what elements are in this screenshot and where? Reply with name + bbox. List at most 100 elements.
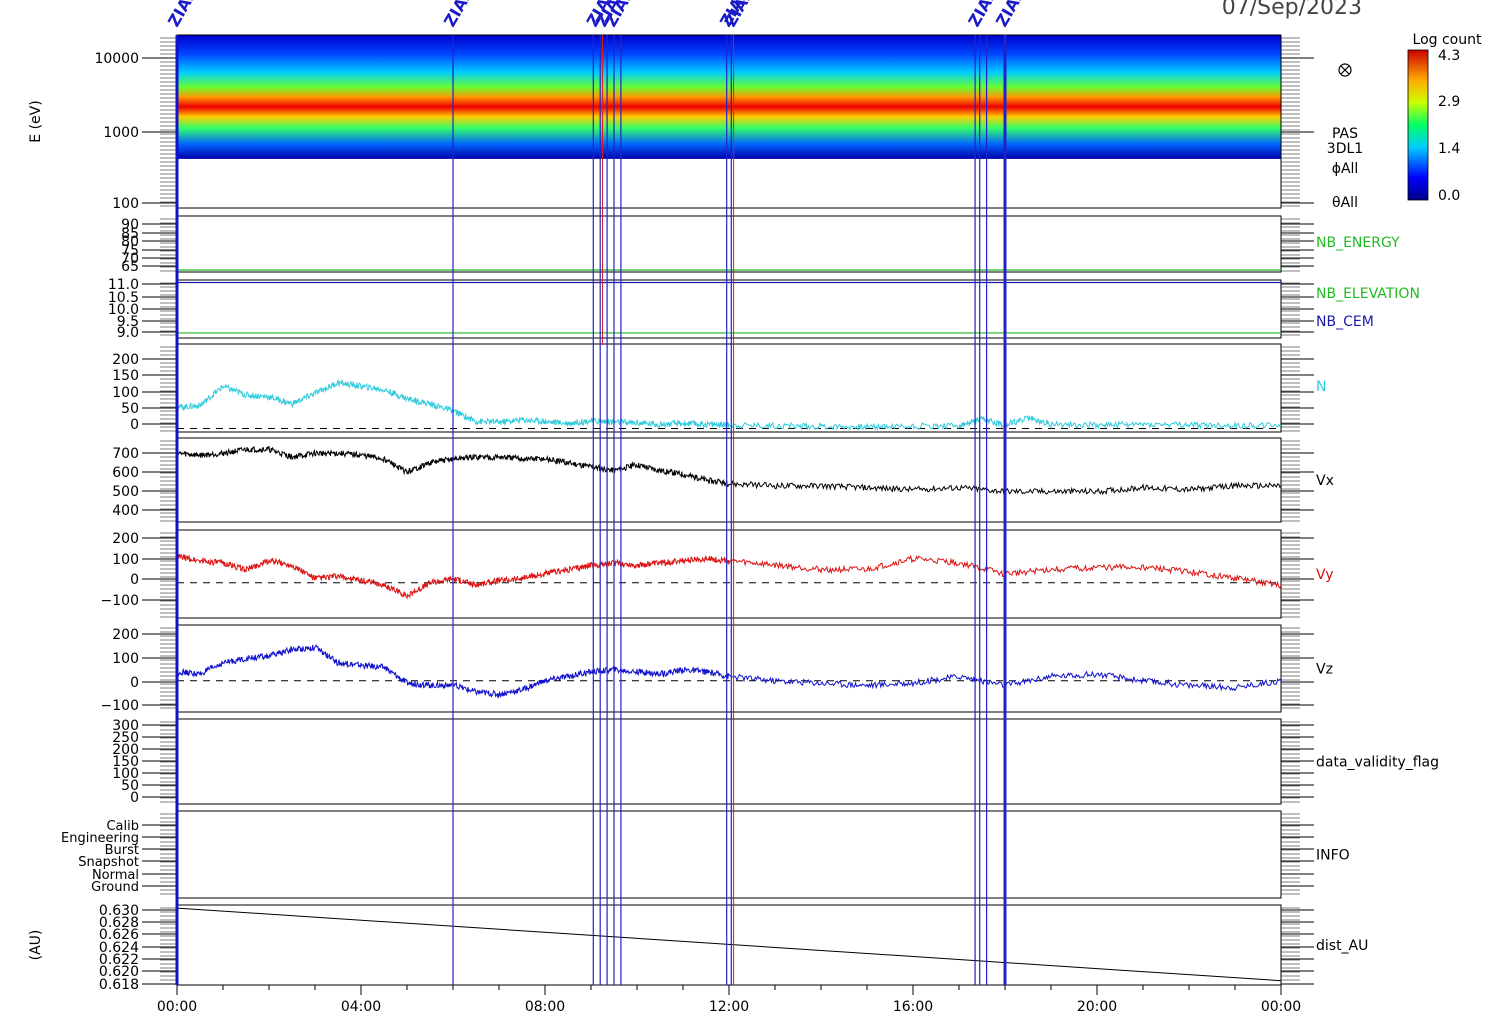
y-tick-label: 700 bbox=[112, 446, 139, 462]
panel-label-nb_energy: NB_ENERGY bbox=[1316, 235, 1400, 251]
series-line-vy bbox=[176, 553, 1282, 600]
panel-frame bbox=[176, 810, 1282, 899]
panel-frame bbox=[176, 343, 1282, 433]
y-tick-label: 0 bbox=[130, 572, 139, 588]
y-tick-label: 10.5 bbox=[108, 290, 139, 306]
y-tick-label: 100 bbox=[112, 196, 139, 212]
y-tick-label: 250 bbox=[112, 730, 139, 746]
y-tick-label: −100 bbox=[101, 593, 139, 609]
y-tick-label: 200 bbox=[112, 627, 139, 643]
x-tick-label: 00:00 bbox=[1261, 999, 1301, 1015]
colorbar-tick-label: 1.4 bbox=[1438, 141, 1460, 157]
panel-label-info: INFO bbox=[1316, 848, 1350, 864]
panel-label-spectrogram: PAS bbox=[1332, 126, 1358, 142]
y-tick-label: 0.622 bbox=[99, 952, 139, 968]
panel-label-vx: Vx bbox=[1316, 473, 1334, 489]
y-tick-label: 11.0 bbox=[108, 277, 139, 293]
y-tick-label: 9.5 bbox=[117, 314, 139, 330]
colorbar bbox=[1407, 49, 1429, 201]
y-tick-label: 1000 bbox=[103, 125, 139, 141]
panel-label-nb_elev: NB_CEM bbox=[1316, 314, 1374, 330]
x-tick-label: 20:00 bbox=[1077, 999, 1117, 1015]
y-tick-label: 80 bbox=[121, 234, 139, 250]
event-label: ZIAS bbox=[992, 0, 1029, 30]
y-tick-label: 65 bbox=[121, 259, 139, 275]
panel-frame bbox=[176, 215, 1282, 273]
series-line-n bbox=[176, 378, 1282, 432]
y-tick-label: 500 bbox=[112, 484, 139, 500]
y-tick-label: 100 bbox=[112, 385, 139, 401]
y-tick-label: 70 bbox=[121, 251, 139, 267]
y-tick-label: 200 bbox=[112, 352, 139, 368]
y-tick-label: Calib bbox=[106, 819, 139, 834]
y-tick-label: 50 bbox=[121, 401, 139, 417]
panel-label-n: N bbox=[1316, 379, 1326, 395]
panel-label-nb_elev: NB_ELEVATION bbox=[1316, 286, 1420, 302]
colorbar-tick-label: 2.9 bbox=[1438, 94, 1460, 110]
y-tick-label: 90 bbox=[121, 217, 139, 233]
x-tick-label: 00:00 bbox=[157, 999, 197, 1015]
panel-nb_elev: 11.010.510.09.59.0 NB_ELEVATION NB_CEM bbox=[108, 277, 1420, 341]
y-axis-label: (AU) bbox=[28, 930, 44, 961]
x-tick-label: 04:00 bbox=[341, 999, 381, 1015]
y-tick-label: 0.628 bbox=[99, 915, 139, 931]
y-tick-label: 0.626 bbox=[99, 927, 139, 943]
panel-info: CalibEngineeringBurstSnapshotNormalGroun… bbox=[61, 810, 1350, 899]
y-tick-label: 0.624 bbox=[99, 940, 139, 956]
y-tick-label: Burst bbox=[105, 843, 139, 858]
panel-frame bbox=[176, 718, 1282, 805]
y-tick-label: 100 bbox=[112, 552, 139, 568]
series-line-vz bbox=[176, 644, 1282, 699]
panel-label-dvf: data_validity_flag bbox=[1316, 755, 1439, 771]
y-tick-label: 200 bbox=[112, 531, 139, 547]
y-axis-label: E (eV) bbox=[28, 100, 44, 142]
y-tick-label: 0 bbox=[130, 790, 139, 806]
event-label: ZIAS bbox=[164, 0, 201, 30]
panel-label-vy: Vy bbox=[1316, 567, 1334, 583]
spectrogram-band bbox=[177, 35, 1281, 159]
y-tick-label: 75 bbox=[121, 243, 139, 259]
y-tick-label: Snapshot bbox=[78, 855, 139, 870]
x-tick-label: 12:00 bbox=[709, 999, 749, 1015]
y-tick-label: 85 bbox=[121, 226, 139, 242]
y-tick-label: 10.0 bbox=[108, 302, 139, 318]
date-label: 07/Sep/2023 bbox=[1222, 0, 1362, 20]
y-tick-label: 200 bbox=[112, 742, 139, 758]
panel-frame bbox=[176, 904, 1282, 986]
panel-vz: 200 100 0 −100 Vz bbox=[101, 624, 1333, 714]
panel-label-vz: Vz bbox=[1316, 662, 1333, 678]
series-line-dist bbox=[176, 907, 1282, 982]
panel-frame bbox=[176, 437, 1282, 523]
y-tick-label: 0 bbox=[130, 675, 139, 691]
panel-vx: 700 600 500 400 Vx bbox=[112, 437, 1334, 523]
y-tick-label: 0.630 bbox=[99, 903, 139, 919]
y-tick-label: 10000 bbox=[94, 51, 139, 67]
y-tick-label: 600 bbox=[112, 465, 139, 481]
colorbar-tick-label: 4.3 bbox=[1438, 48, 1460, 64]
panel-vy: 200 100 0 −100 Vy bbox=[101, 529, 1334, 619]
x-tick-label: 16:00 bbox=[893, 999, 933, 1015]
panel-label-dist: dist_AU bbox=[1316, 938, 1368, 954]
y-tick-label: 0.618 bbox=[99, 977, 139, 993]
panel-label-spectrogram: θAll bbox=[1332, 195, 1358, 211]
y-tick-label: 100 bbox=[112, 651, 139, 667]
colorbar-label: Log count bbox=[1413, 32, 1482, 48]
x-tick-label: 08:00 bbox=[525, 999, 565, 1015]
y-tick-label: −100 bbox=[101, 698, 139, 714]
y-tick-label: 0 bbox=[130, 417, 139, 433]
event-label: ZIAS bbox=[440, 0, 477, 30]
panel-label-spectrogram: 3DL1 bbox=[1327, 141, 1363, 157]
y-tick-label: Engineering bbox=[61, 831, 139, 846]
panel-label-spectrogram: ϕAll bbox=[1332, 161, 1359, 177]
y-tick-label: 150 bbox=[112, 368, 139, 384]
y-tick-label: 50 bbox=[121, 778, 139, 794]
otimes-icon bbox=[1338, 63, 1352, 77]
y-tick-label: 100 bbox=[112, 766, 139, 782]
y-tick-label: 150 bbox=[112, 754, 139, 770]
